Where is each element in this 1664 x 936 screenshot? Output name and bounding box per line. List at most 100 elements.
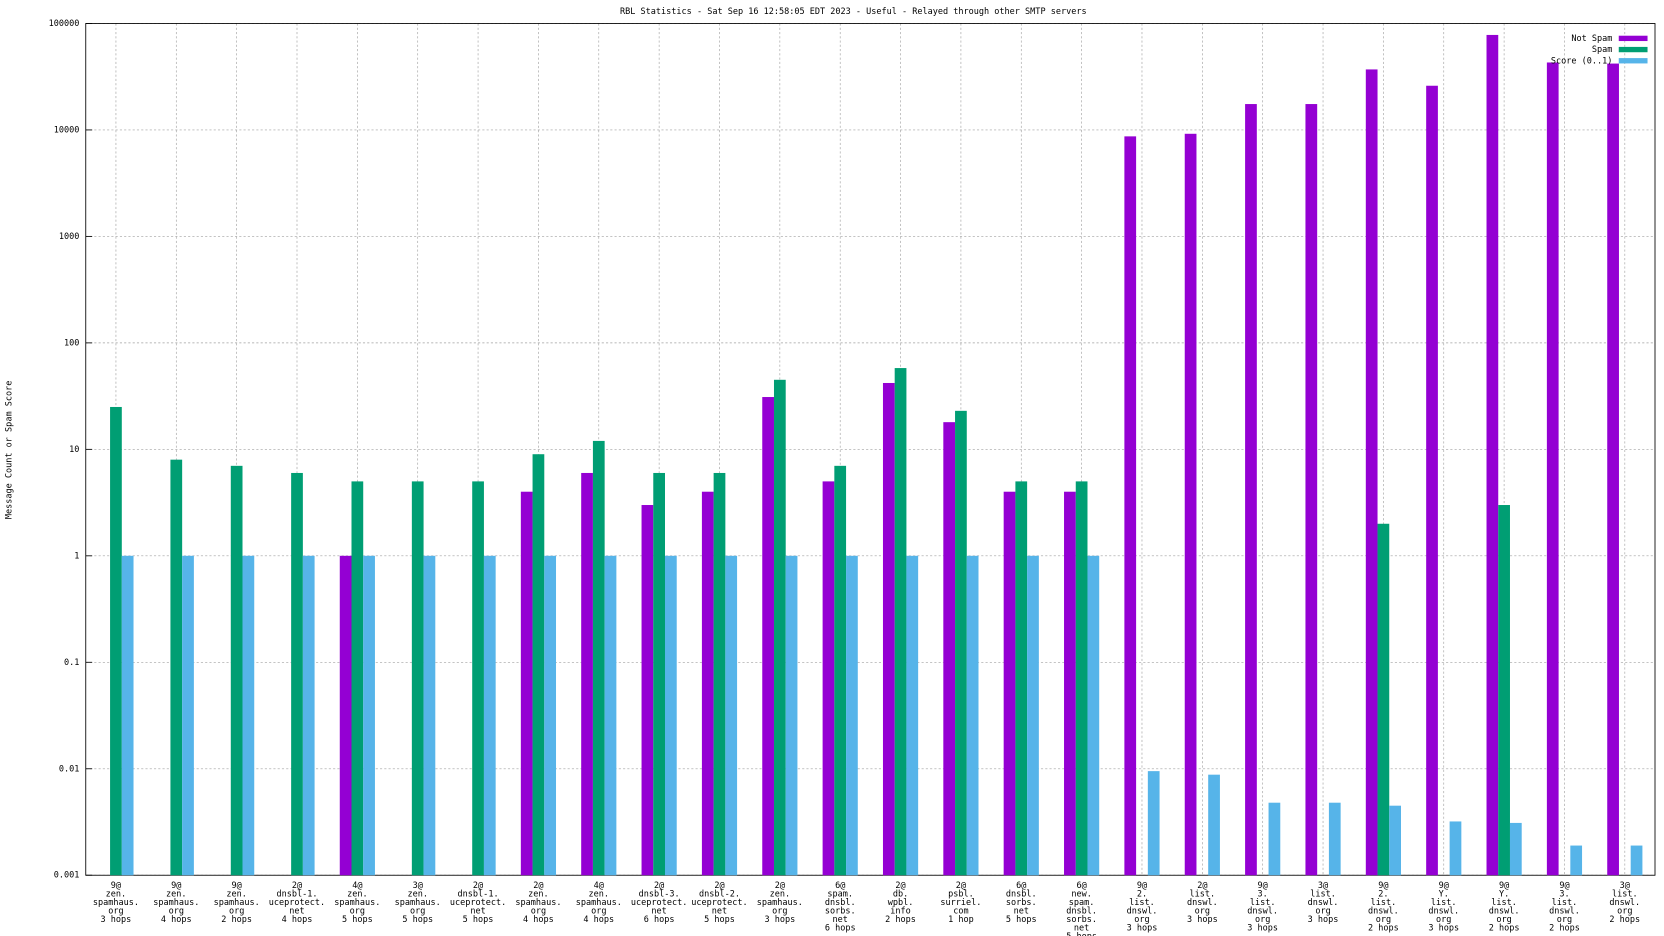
chart-title: RBL Statistics - Sat Sep 16 12:58:05 EDT… xyxy=(620,7,1087,17)
x-tick-label: 2@ zen. spamhaus. org 3 hops xyxy=(757,880,803,924)
legend-label: Spam xyxy=(1592,45,1613,55)
y-tick-label: 0.01 xyxy=(59,764,80,774)
bar xyxy=(604,555,617,876)
y-tick-label: 100 xyxy=(64,338,79,348)
bar xyxy=(1075,481,1088,876)
x-tick-label: 6@ dnsbl. sorbs. net 5 hops xyxy=(1006,880,1037,924)
x-tick-label: 2@ dnsbl-2. uceprotect. net 5 hops xyxy=(691,880,747,924)
bar xyxy=(762,397,774,876)
bar xyxy=(1328,802,1341,876)
x-tick-label: 9@ Y. list. dnswl. org 3 hops xyxy=(1428,880,1459,933)
bar xyxy=(170,459,183,876)
y-tick-label: 0.001 xyxy=(54,871,80,881)
bar xyxy=(725,555,738,876)
bar xyxy=(773,379,786,876)
y-tick-label: 100000 xyxy=(49,19,80,29)
bar xyxy=(110,406,122,876)
bar xyxy=(532,454,545,876)
legend-swatch xyxy=(1618,58,1648,64)
legend-label: Score (0..1) xyxy=(1551,56,1613,66)
bar xyxy=(822,481,835,876)
bar xyxy=(581,472,593,876)
x-tick-label: 2@ dnsbl-3. uceprotect. net 6 hops xyxy=(631,880,687,924)
bar xyxy=(1003,491,1016,876)
x-tick-label: 6@ spam. dnsbl. sorbs. net 6 hops xyxy=(825,880,856,933)
bar xyxy=(1184,133,1197,876)
bar xyxy=(1546,62,1559,876)
bar xyxy=(1498,505,1510,876)
bar xyxy=(664,555,677,876)
x-tick-label: 2@ psbl. surriel. com 1 hop xyxy=(940,880,981,924)
bar xyxy=(846,555,858,876)
plot-frame xyxy=(85,23,1656,876)
bar xyxy=(1377,523,1390,876)
x-tick-label: 9@ zen. spamhaus. org 3 hops xyxy=(93,880,139,924)
legend-swatch xyxy=(1618,46,1648,53)
bar xyxy=(966,555,979,876)
bar xyxy=(641,505,654,876)
bar xyxy=(1064,491,1076,876)
bar xyxy=(1268,802,1281,876)
bar xyxy=(1124,136,1137,876)
x-tick-label: 9@ 2. list. dnswl. org 3 hops xyxy=(1127,880,1158,933)
bar xyxy=(701,491,714,876)
bar xyxy=(302,555,315,876)
bar xyxy=(182,555,194,876)
bar xyxy=(1389,805,1401,876)
bar xyxy=(1208,774,1220,876)
bar xyxy=(1509,822,1522,876)
y-tick-label: 10000 xyxy=(54,125,80,135)
bar xyxy=(520,491,533,876)
x-tick-label: 3@ list. dnswl. org 3 hops xyxy=(1308,880,1339,924)
x-tick-label: 2@ dnsbl-1. uceprotect. net 4 hops xyxy=(269,880,325,924)
bar xyxy=(1087,555,1100,876)
bar xyxy=(1570,845,1583,876)
y-tick-label: 1 xyxy=(74,551,79,561)
bar xyxy=(943,422,956,876)
bar xyxy=(423,555,436,876)
y-tick-label: 10 xyxy=(69,445,79,455)
x-tick-label: 2@ list. dnswl. org 3 hops xyxy=(1187,880,1218,924)
bar xyxy=(242,555,255,876)
bar xyxy=(955,410,967,876)
x-tick-label: 4@ zen. spamhaus. org 4 hops xyxy=(576,880,622,924)
legend-swatch xyxy=(1618,35,1648,42)
bar xyxy=(1015,481,1028,876)
x-tick-label: 3@ zen. spamhaus. org 5 hops xyxy=(395,880,441,924)
bar xyxy=(121,555,134,876)
bar xyxy=(1027,555,1039,876)
bar xyxy=(1449,821,1462,876)
bar xyxy=(1365,69,1378,876)
x-tick-label: 9@ 3. list. dnswl. org 2 hops xyxy=(1549,880,1580,933)
x-tick-label: 4@ zen. spamhaus. org 5 hops xyxy=(334,880,380,924)
y-axis-label: Message Count or Spam Score xyxy=(5,381,15,519)
x-tick-label: 9@ 3. list. dnswl. org 3 hops xyxy=(1247,880,1278,933)
x-tick-label: 2@ zen. spamhaus. org 4 hops xyxy=(515,880,561,924)
bar xyxy=(785,555,798,876)
bar xyxy=(351,481,364,876)
bar xyxy=(592,440,605,876)
bar xyxy=(653,472,665,876)
bar xyxy=(1245,104,1257,876)
bar xyxy=(894,368,907,876)
bar xyxy=(1486,34,1499,876)
bar xyxy=(363,555,375,876)
x-tick-label: 2@ db. wpbl. info 2 hops xyxy=(885,880,916,924)
bar xyxy=(1607,63,1619,876)
bar xyxy=(1630,845,1643,876)
bar xyxy=(411,481,424,876)
bar xyxy=(834,465,847,876)
x-tick-label: 9@ Y. list. dnswl. org 2 hops xyxy=(1489,880,1520,933)
bar xyxy=(483,555,496,876)
legend-label: Not Spam xyxy=(1571,34,1612,44)
bar xyxy=(544,555,557,876)
bar xyxy=(713,472,726,876)
bar xyxy=(1305,104,1318,876)
bar xyxy=(339,555,352,876)
y-tick-label: 1000 xyxy=(59,232,80,242)
bar xyxy=(291,472,303,876)
y-tick-label: 0.1 xyxy=(64,658,79,668)
